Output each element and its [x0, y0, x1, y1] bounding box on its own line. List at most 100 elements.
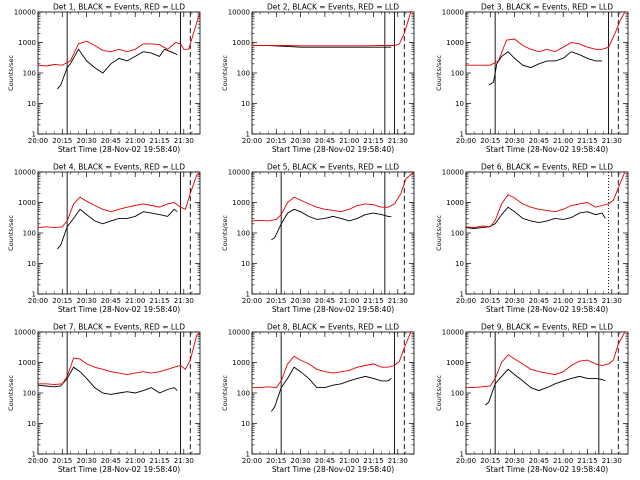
plot-frame — [465, 11, 629, 135]
y-tick-label: 10 — [27, 420, 36, 428]
y-tick-label: 100 — [23, 390, 36, 398]
x-tick-label: 20:30 — [505, 457, 525, 465]
series-lld — [466, 332, 628, 389]
plot-area — [466, 332, 628, 454]
y-tick-label: 10 — [27, 260, 36, 268]
x-tick-label: 20:15 — [266, 457, 286, 465]
x-tick-label: 21:30 — [174, 457, 194, 465]
series-events — [466, 206, 606, 229]
panel-title: Det 8, BLACK = Events, RED = LLD — [267, 323, 399, 332]
y-tick-label: 1 — [460, 291, 464, 299]
series-lld — [38, 173, 200, 229]
panel-det-2: Det 2, BLACK = Events, RED = LLD 1 10 100 10… — [221, 3, 415, 154]
x-tick-label: 20:45 — [101, 297, 121, 305]
x-tick-label: 20:15 — [52, 457, 72, 465]
panel-det-5: Det 5, BLACK = Events, RED = LLD 1 10 100 10… — [221, 163, 415, 314]
x-tick-label: 20:00 — [456, 137, 476, 145]
y-axis-label: Counts/sec — [7, 215, 15, 251]
y-axis-label: Counts/sec — [7, 55, 15, 91]
x-axis-label: Start Time (28-Nov-02 19:58:40) — [486, 465, 608, 474]
x-tick-label: 21:30 — [174, 137, 194, 145]
panel-title: Det 6, BLACK = Events, RED = LLD — [481, 163, 613, 172]
x-tick-label: 21:00 — [125, 297, 145, 305]
x-tick-label: 21:15 — [149, 297, 169, 305]
y-tick-label: 10 — [455, 420, 464, 428]
x-tick-label: 20:45 — [315, 137, 335, 145]
x-tick-label: 21:00 — [553, 297, 573, 305]
y-tick-label: 10 — [27, 100, 36, 108]
y-axis-label: Counts/sec — [435, 55, 443, 91]
y-tick-label: 1000 — [446, 359, 464, 367]
x-axis-label: Start Time (28-Nov-02 19:58:40) — [58, 145, 180, 154]
y-tick-label: 1000 — [18, 359, 36, 367]
panel-title: Det 3, BLACK = Events, RED = LLD — [481, 3, 613, 12]
y-tick-label: 100 — [237, 70, 250, 78]
x-tick-label: 20:15 — [480, 457, 500, 465]
series-lld — [252, 12, 414, 47]
x-axis-label: Start Time (28-Nov-02 19:58:40) — [486, 145, 608, 154]
y-tick-label: 10000 — [442, 9, 464, 17]
y-tick-label: 1 — [32, 451, 36, 459]
x-tick-label: 21:15 — [149, 457, 169, 465]
y-tick-label: 10 — [455, 100, 464, 108]
y-tick-label: 100 — [237, 230, 250, 238]
x-tick-label: 21:00 — [553, 457, 573, 465]
panel-title: Det 9, BLACK = Events, RED = LLD — [481, 323, 613, 332]
plot-area — [466, 12, 628, 134]
x-tick-label: 20:00 — [242, 137, 262, 145]
series-lld — [38, 12, 200, 67]
y-axis-label: Counts/sec — [435, 375, 443, 411]
x-tick-label: 20:15 — [480, 297, 500, 305]
y-axis-label: Counts/sec — [221, 55, 229, 91]
x-axis-label: Start Time (28-Nov-02 19:58:40) — [272, 305, 394, 314]
plot-area — [252, 172, 414, 294]
x-tick-label: 20:45 — [529, 137, 549, 145]
y-axis-label: Counts/sec — [221, 215, 229, 251]
x-axis-label: Start Time (28-Nov-02 19:58:40) — [486, 305, 608, 314]
x-tick-label: 20:30 — [77, 137, 97, 145]
plot-area — [466, 172, 628, 294]
panel-det-1: Det 1, BLACK = Events, RED = LLD 1 10 100 10… — [7, 3, 201, 154]
panel-det-9: Det 9, BLACK = Events, RED = LLD 1 10 100 10… — [435, 323, 629, 474]
series-events — [57, 48, 178, 90]
plot-frame — [251, 331, 415, 455]
x-axis-label: Start Time (28-Nov-02 19:58:40) — [272, 145, 394, 154]
y-tick-label: 10000 — [14, 9, 36, 17]
plot-area — [38, 172, 200, 294]
y-tick-label: 10 — [455, 260, 464, 268]
x-tick-label: 20:30 — [505, 137, 525, 145]
x-tick-label: 21:30 — [174, 297, 194, 305]
x-tick-label: 20:15 — [266, 137, 286, 145]
plot-area — [252, 332, 414, 454]
y-tick-label: 10 — [241, 260, 250, 268]
x-tick-label: 21:00 — [339, 297, 359, 305]
x-tick-label: 20:45 — [101, 457, 121, 465]
y-tick-label: 10000 — [228, 329, 250, 337]
x-tick-label: 20:00 — [242, 297, 262, 305]
plot-frame — [465, 171, 629, 295]
y-axis-label: Counts/sec — [435, 215, 443, 251]
y-tick-label: 100 — [23, 70, 36, 78]
x-tick-label: 20:45 — [315, 297, 335, 305]
y-tick-label: 1 — [246, 451, 250, 459]
series-lld — [466, 12, 628, 66]
y-tick-label: 100 — [451, 390, 464, 398]
y-tick-label: 1 — [246, 131, 250, 139]
panel-det-3: Det 3, BLACK = Events, RED = LLD 1 10 100 10… — [435, 3, 629, 154]
y-tick-label: 10 — [241, 100, 250, 108]
x-tick-label: 21:00 — [339, 137, 359, 145]
series-lld — [38, 333, 200, 385]
plot-frame — [37, 171, 201, 295]
x-tick-label: 21:30 — [602, 137, 622, 145]
y-tick-label: 100 — [451, 70, 464, 78]
x-tick-label: 20:45 — [529, 297, 549, 305]
y-axis-label: Counts/sec — [7, 375, 15, 411]
x-tick-label: 20:15 — [480, 137, 500, 145]
x-tick-label: 20:15 — [52, 297, 72, 305]
y-tick-label: 1000 — [446, 39, 464, 47]
series-events — [485, 368, 606, 406]
y-tick-label: 10000 — [14, 329, 36, 337]
y-tick-label: 10 — [241, 420, 250, 428]
y-tick-label: 10000 — [228, 9, 250, 17]
x-tick-label: 21:00 — [125, 457, 145, 465]
